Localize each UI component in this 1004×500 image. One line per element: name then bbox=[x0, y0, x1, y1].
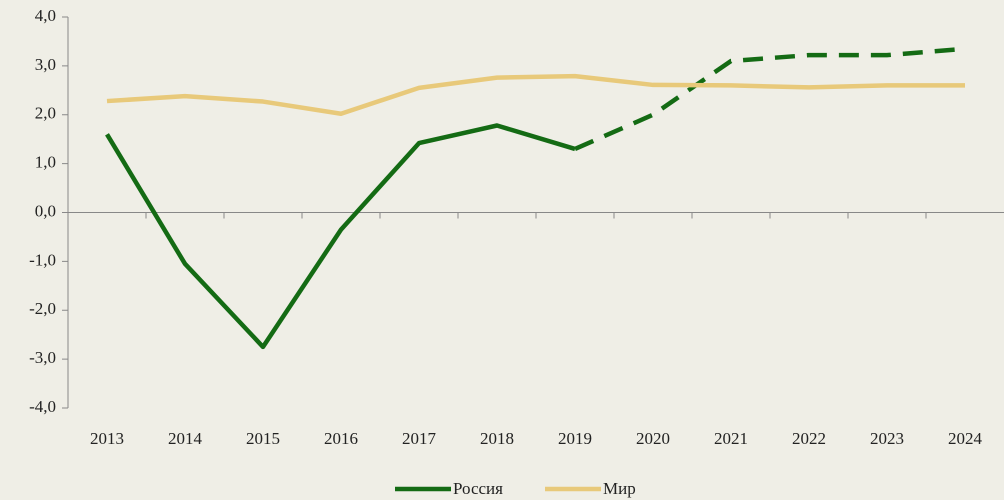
legend-label: Россия bbox=[453, 479, 503, 498]
y-tick-label: -3,0 bbox=[29, 348, 56, 367]
x-tick-label: 2018 bbox=[480, 429, 514, 448]
x-tick-label: 2023 bbox=[870, 429, 904, 448]
x-tick-label: 2016 bbox=[324, 429, 358, 448]
x-tick-label: 2020 bbox=[636, 429, 670, 448]
series-line bbox=[574, 46, 966, 152]
y-tick-label: -1,0 bbox=[29, 250, 56, 269]
series-line bbox=[106, 73, 965, 117]
y-tick-label: 4,0 bbox=[35, 6, 56, 25]
x-tick-label: 2021 bbox=[714, 429, 748, 448]
y-tick-label: 2,0 bbox=[35, 104, 56, 123]
y-tick-label: 0,0 bbox=[35, 201, 56, 220]
x-tick-label: 2017 bbox=[402, 429, 437, 448]
x-tick-label: 2022 bbox=[792, 429, 826, 448]
x-tick-label: 2013 bbox=[90, 429, 124, 448]
legend-label: Мир bbox=[603, 479, 636, 498]
x-tick-label: 2015 bbox=[246, 429, 280, 448]
x-tick-label: 2024 bbox=[948, 429, 983, 448]
y-tick-label: -2,0 bbox=[29, 299, 56, 318]
y-tick-label: 1,0 bbox=[35, 153, 56, 172]
x-tick-label: 2019 bbox=[558, 429, 592, 448]
y-tick-label: 3,0 bbox=[35, 55, 56, 74]
y-tick-label: -4,0 bbox=[29, 397, 56, 416]
series-line bbox=[105, 123, 576, 350]
x-tick-label: 2014 bbox=[168, 429, 203, 448]
